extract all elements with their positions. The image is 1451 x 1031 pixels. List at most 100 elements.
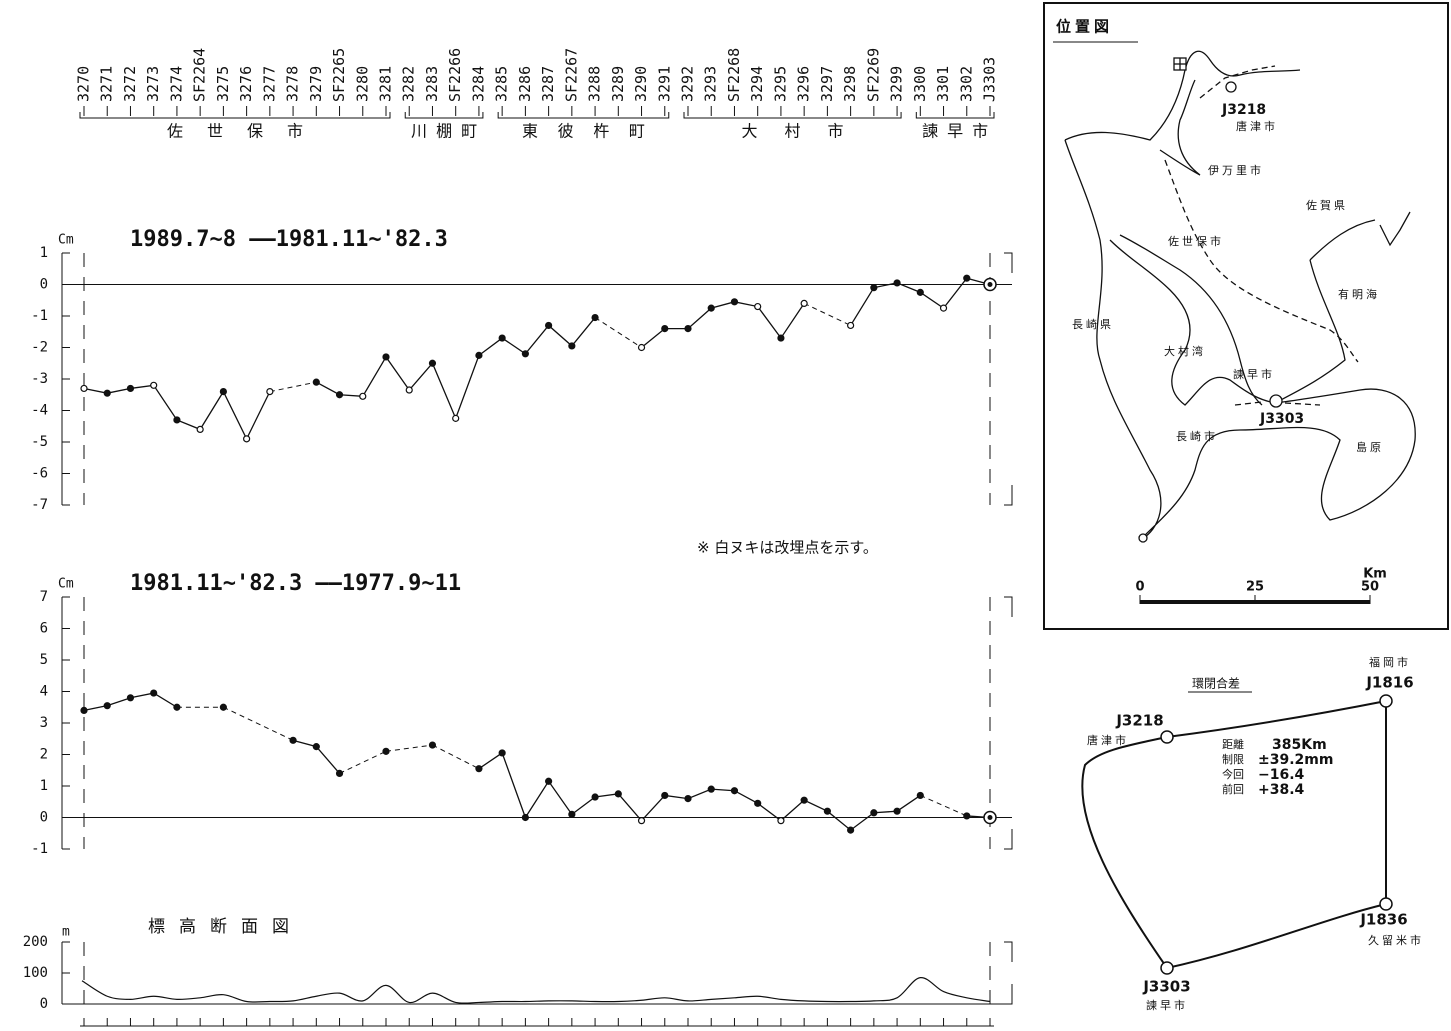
node-id: J1836 — [1359, 911, 1407, 929]
right-bracket — [1004, 941, 1013, 1005]
data-point — [126, 384, 135, 393]
station-label: 3270 — [75, 66, 93, 102]
map-label: 佐賀県 — [1306, 198, 1348, 212]
y-tick-label: 4 — [40, 684, 48, 700]
data-point — [359, 392, 367, 400]
station-label: 3288 — [586, 66, 604, 102]
y-tick-label: 200 — [23, 934, 48, 950]
station-label: 3295 — [771, 66, 789, 102]
station-label: 3301 — [934, 66, 952, 102]
data-point — [684, 794, 692, 803]
y-tick-label: -3 — [31, 371, 48, 387]
data-point — [707, 785, 715, 793]
data-point — [661, 791, 669, 800]
data-point — [196, 425, 204, 433]
station-label: 3273 — [144, 66, 162, 102]
chart-title: 標高断面図 — [148, 917, 303, 937]
map-label: 佐世保市 — [1168, 234, 1224, 248]
data-point — [475, 351, 483, 359]
station-label: 3282 — [400, 66, 418, 102]
map-title: 位置図 — [1056, 18, 1113, 36]
station-label: 3285 — [493, 66, 511, 102]
station-label: 3286 — [516, 66, 534, 102]
station-label: SF2268 — [725, 48, 743, 102]
station-label: SF2265 — [330, 48, 348, 102]
y-tick-label: 1 — [40, 245, 48, 261]
group-bracket — [915, 112, 995, 119]
y-tick-label: -4 — [31, 403, 48, 419]
loop-row-label: 今回 — [1222, 767, 1244, 781]
node-city: 福岡市 — [1369, 655, 1411, 669]
data-point — [312, 378, 320, 386]
data-point — [870, 284, 878, 292]
data-point — [243, 435, 251, 443]
data-point — [730, 298, 739, 306]
series-line — [83, 692, 991, 831]
data-point — [754, 302, 762, 311]
station-label: 3289 — [609, 66, 627, 102]
group-bracket — [683, 112, 902, 119]
loop-route — [1081, 699, 1387, 970]
loop-labels: 福岡市 J1816 唐津市 J3218 久留米市 J1836 諫早市 J3303 距離 385Km… — [1087, 655, 1421, 1012]
y-tick-label: 2 — [40, 747, 48, 763]
data-point — [80, 384, 88, 393]
station-label: 3287 — [539, 66, 557, 102]
data-point — [521, 350, 529, 358]
station-label: 3299 — [888, 66, 906, 102]
map-label: 長崎県 — [1072, 317, 1114, 331]
station-label: 3294 — [748, 66, 766, 102]
map-label: 唐津市 — [1236, 119, 1278, 133]
data-point — [173, 416, 181, 424]
station-label: 3302 — [957, 66, 975, 102]
station-label: SF2266 — [446, 48, 464, 102]
node-id: J1816 — [1365, 674, 1413, 692]
station-label: SF2264 — [191, 48, 209, 102]
station-label: 3272 — [121, 66, 139, 102]
plots: 3270 3271 3272 3273 3274 SF2264 3275 3276 3277 32… — [23, 48, 1013, 1027]
y-tick-label: -1 — [31, 841, 48, 857]
station-label: 3279 — [307, 66, 325, 102]
gap-connector — [385, 744, 433, 752]
station-label: 3271 — [98, 66, 116, 102]
station-label: 3275 — [214, 66, 232, 102]
loop-row-value: −16.4 — [1258, 767, 1305, 783]
scale-unit: Km — [1363, 567, 1387, 582]
data-point — [335, 769, 344, 778]
loop-node — [1160, 961, 1174, 975]
data-point — [591, 793, 599, 801]
data-point — [614, 790, 622, 798]
map-drawing — [1064, 50, 1416, 543]
data-point — [126, 694, 135, 702]
group-label: 大村市 — [742, 122, 844, 141]
gap-connector — [269, 381, 317, 393]
data-point — [382, 353, 390, 361]
station-label: 3281 — [377, 66, 395, 102]
gap-connector — [432, 744, 480, 770]
data-point — [312, 743, 320, 751]
y-tick-label: 6 — [40, 621, 48, 637]
station-label: SF2267 — [562, 48, 580, 102]
y-tick-label: 0 — [40, 277, 48, 293]
data-point — [173, 703, 181, 711]
data-point — [103, 702, 111, 710]
station-label: 3276 — [237, 66, 255, 102]
map-label: 伊万里市 — [1208, 163, 1264, 177]
station-label: 3293 — [702, 66, 720, 102]
data-point — [452, 414, 460, 422]
data-point — [823, 807, 831, 815]
station-label: 3284 — [469, 66, 487, 102]
group-label: 佐世保市 — [167, 122, 303, 141]
data-point — [568, 342, 576, 350]
chart-title: 1989.7~8 ——1981.11~'82.3 — [130, 227, 448, 252]
data-point — [754, 799, 762, 807]
scale-label: 0 — [1135, 580, 1144, 595]
y-tick-label: -1 — [31, 308, 48, 324]
y-tick-label: -7 — [31, 497, 48, 513]
data-point — [916, 288, 924, 296]
y-tick-label: 0 — [40, 810, 48, 826]
map-label: 長崎市 — [1176, 429, 1218, 443]
data-point — [103, 389, 111, 397]
data-point — [847, 321, 855, 330]
data-point — [800, 299, 808, 307]
